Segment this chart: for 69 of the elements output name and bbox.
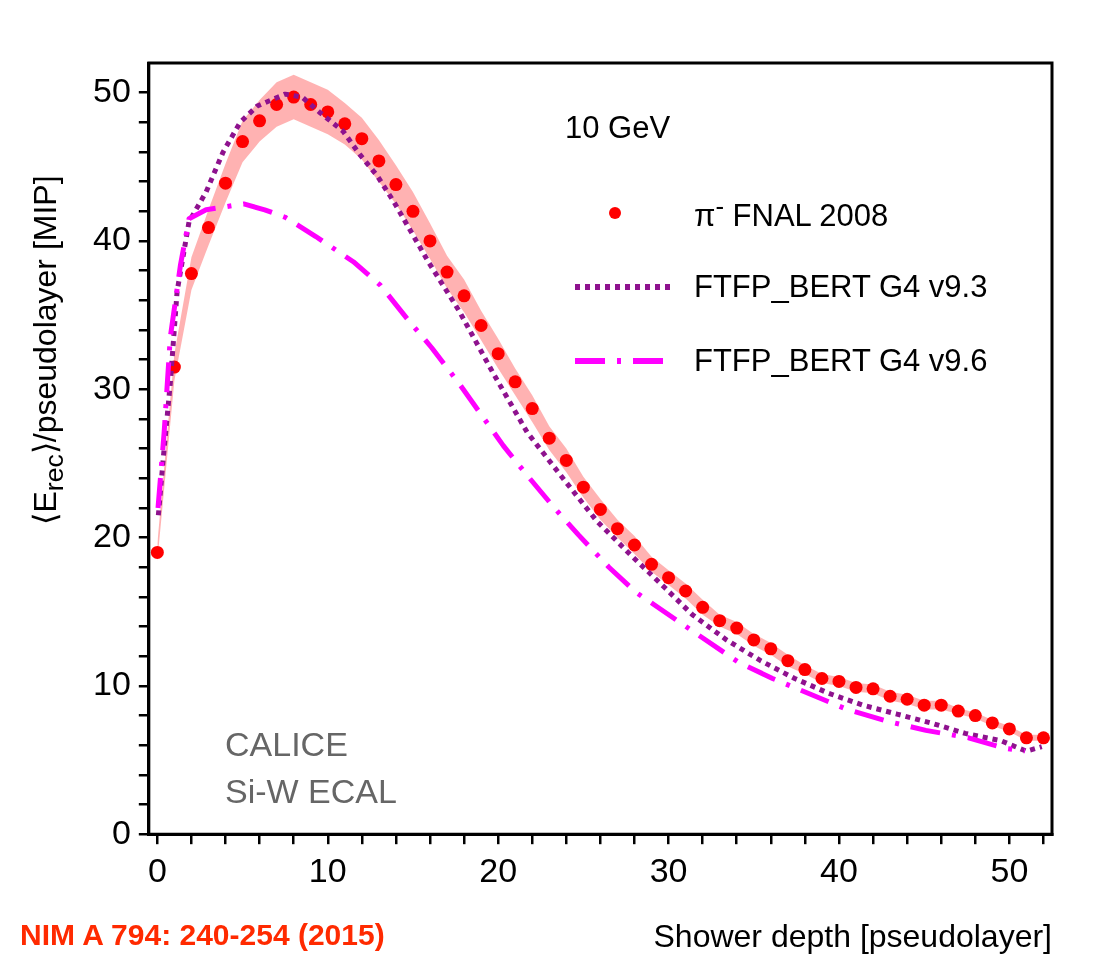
point	[338, 117, 352, 131]
point	[968, 709, 982, 723]
point	[1002, 722, 1016, 736]
y-tick-label: 20	[92, 515, 131, 554]
point	[508, 375, 522, 389]
point	[713, 614, 727, 628]
x-tick-label: 20	[479, 850, 518, 889]
x-tick-label: 50	[990, 850, 1029, 889]
x-tick-label: 30	[649, 850, 688, 889]
point	[849, 680, 863, 694]
point	[747, 633, 761, 647]
y-tick-label: 40	[92, 219, 131, 258]
point	[372, 154, 386, 168]
point	[985, 716, 999, 730]
legend-label: FTFP_BERT G4 v9.3	[694, 269, 988, 305]
point	[253, 114, 267, 128]
y-tick-label: 30	[92, 367, 131, 406]
point	[491, 347, 505, 361]
point	[934, 698, 948, 712]
y-tick-label: 10	[92, 664, 131, 703]
point	[150, 545, 164, 559]
point	[798, 663, 812, 677]
x-axis-title: Shower depth [pseudolayer]	[653, 918, 1052, 955]
legend-label: π$^{-}$ FNAL 2008	[694, 191, 889, 235]
x-tick-label: 10	[308, 850, 347, 889]
point	[389, 178, 403, 192]
point	[1036, 731, 1050, 745]
y-tick-label: 0	[111, 812, 131, 851]
point	[900, 692, 914, 706]
annotation: Si-W ECAL	[225, 772, 397, 811]
point	[662, 571, 676, 585]
legend-label: FTFP_BERT G4 v9.6	[694, 343, 988, 379]
point	[679, 584, 693, 598]
text: NIM A 794: 240-254 (2015)	[20, 918, 385, 952]
point	[883, 689, 897, 703]
point	[542, 431, 556, 445]
point	[184, 267, 198, 281]
annotation: CALICE	[225, 725, 348, 764]
point	[832, 674, 846, 688]
point	[219, 176, 232, 190]
point	[270, 98, 284, 112]
point	[474, 319, 488, 333]
x-tick-label: 0	[147, 850, 167, 889]
point	[423, 234, 437, 248]
point	[951, 704, 965, 718]
point	[866, 682, 880, 696]
point	[815, 671, 829, 685]
point	[1019, 731, 1033, 745]
point	[696, 600, 710, 614]
point	[525, 402, 539, 416]
point	[440, 265, 454, 279]
point	[457, 289, 471, 303]
point	[593, 502, 607, 516]
point	[917, 698, 931, 712]
point	[236, 135, 250, 149]
point	[559, 453, 573, 467]
x-tick-label: 40	[820, 850, 858, 889]
point	[627, 538, 641, 552]
point	[730, 621, 744, 635]
point	[406, 204, 420, 218]
point	[201, 221, 215, 235]
point	[576, 480, 590, 494]
point	[355, 132, 369, 146]
y-tick-label: 50	[92, 71, 131, 110]
point	[645, 557, 659, 571]
point	[781, 654, 795, 668]
point	[764, 642, 778, 656]
point	[610, 522, 624, 536]
legend-title: 10 GeV	[565, 110, 672, 146]
